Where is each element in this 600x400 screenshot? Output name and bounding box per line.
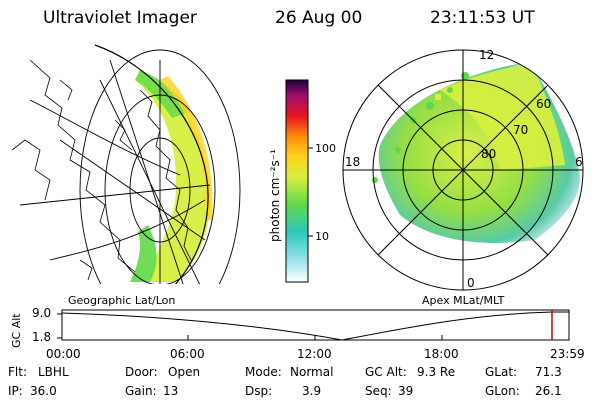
status-glon-value: 26.1 [535, 384, 562, 398]
mlt-label-18: 18 [345, 155, 360, 169]
status-gain-value: 13 [163, 384, 179, 398]
alt-tick-9: 9.0 [32, 306, 52, 320]
status-ip-label: IP: [8, 384, 23, 398]
colorbar-unit-label: photon cm⁻²s⁻¹ [268, 149, 282, 242]
geographic-panel-label: Geographic Lat/Lon [68, 294, 176, 307]
status-filter-label: Flt: [8, 365, 27, 379]
status-mode-label: Mode: [245, 365, 282, 379]
status-glon-label: GLon: [485, 384, 520, 398]
polar-plot [342, 49, 584, 291]
status-gcalt-value: 9.3 Re [417, 365, 456, 379]
status-door-label: Door: [125, 365, 158, 379]
status-ip-value: 36.0 [30, 384, 57, 398]
mlat-label-80: 80 [481, 147, 496, 161]
colorbar [285, 79, 309, 283]
status-mode-value: Normal [290, 365, 334, 379]
geographic-map [12, 44, 241, 284]
status-filter-value: LBHL [38, 365, 69, 379]
time-tick-0600: 06:00 [170, 347, 205, 361]
status-dsp-value: 3.9 [302, 384, 322, 398]
time-tick-1800: 18:00 [424, 347, 459, 361]
status-glat-value: 71.3 [535, 365, 562, 379]
date-label: 26 Aug 00 [275, 8, 363, 28]
colorbar-tick-10: 10 [315, 230, 329, 243]
time-tick-0000: 00:00 [46, 347, 81, 361]
alt-axis-label: GC Alt [10, 313, 23, 348]
app-title: Ultraviolet Imager [43, 8, 197, 28]
altitude-plot [57, 309, 570, 341]
mlt-label-6: 6 [575, 155, 583, 169]
time-label: 23:11:53 UT [430, 8, 535, 28]
apex-panel-label: Apex MLat/MLT [422, 294, 505, 307]
mlt-label-0: 0 [467, 276, 475, 290]
status-gain-label: Gain: [125, 384, 157, 398]
status-door-value: Open [168, 365, 201, 379]
colorbar-tick-100: 100 [315, 142, 336, 155]
status-seq-label: Seq: [365, 384, 392, 398]
latlon-grid [19, 49, 241, 284]
status-glat-label: GLat: [485, 365, 518, 379]
mlt-label-12: 12 [479, 48, 494, 62]
mlat-label-70: 70 [513, 123, 528, 137]
mlat-label-60: 60 [536, 97, 551, 111]
status-dsp-label: Dsp: [245, 384, 273, 398]
altitude-curve [61, 311, 569, 341]
status-gcalt-label: GC Alt: [365, 365, 407, 379]
alt-tick-1.8: 1.8 [32, 330, 52, 344]
time-tick-1200: 12:00 [297, 347, 332, 361]
coastline [12, 59, 193, 281]
time-tick-2359: 23:59 [550, 347, 585, 361]
status-seq-value: 39 [398, 384, 414, 398]
